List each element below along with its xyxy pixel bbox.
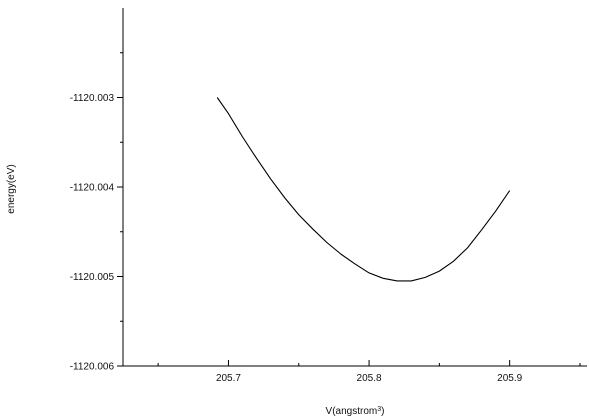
x-axis-ticks: 205.7 205.8 205.9 [157, 360, 581, 384]
plot-frame [122, 8, 587, 367]
y-tick-label: -1120.004 [70, 183, 115, 194]
y-tick-label: -1120.005 [70, 272, 115, 283]
series-layer [216, 97, 511, 282]
x-axis-title: V(angstrom3) [326, 406, 385, 418]
y-tick-label: -1120.003 [70, 93, 115, 104]
x-tick-label: 205.9 [497, 373, 522, 384]
y-axis-ticks: -1120.003 -1120.004 -1120.005 -1120.006 [70, 52, 123, 373]
x-tick-label: 205.7 [216, 373, 241, 384]
y-tick-label: -1120.006 [70, 362, 115, 373]
y-axis-title: energy(eV) [6, 164, 17, 213]
axis-titles: V(angstrom3) energy(eV) [6, 164, 384, 417]
energy-series-line [216, 97, 511, 282]
x-tick-label: 205.8 [357, 373, 382, 384]
